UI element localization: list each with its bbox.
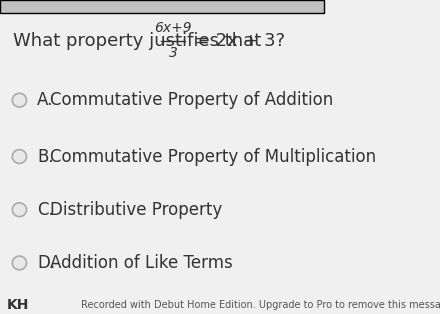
FancyBboxPatch shape (0, 0, 324, 13)
Text: D.: D. (37, 254, 55, 272)
Text: = 2x + 3?: = 2x + 3? (189, 32, 285, 50)
Text: 3: 3 (169, 46, 178, 60)
Text: 6x+9: 6x+9 (154, 21, 192, 35)
Text: KH: KH (7, 298, 29, 312)
Text: Commutative Property of Multiplication: Commutative Property of Multiplication (50, 148, 376, 165)
Text: A.: A. (37, 91, 54, 109)
Text: What property justifies that: What property justifies that (13, 32, 267, 50)
Circle shape (12, 203, 26, 217)
Text: Commutative Property of Addition: Commutative Property of Addition (50, 91, 334, 109)
Text: Distributive Property: Distributive Property (50, 201, 223, 219)
Text: B.: B. (37, 148, 54, 165)
Circle shape (12, 256, 26, 270)
Text: Recorded with Debut Home Edition. Upgrade to Pro to remove this message: Recorded with Debut Home Edition. Upgrad… (81, 300, 440, 310)
Text: Addition of Like Terms: Addition of Like Terms (50, 254, 233, 272)
Circle shape (12, 93, 26, 107)
Text: C.: C. (37, 201, 54, 219)
Circle shape (12, 150, 26, 163)
